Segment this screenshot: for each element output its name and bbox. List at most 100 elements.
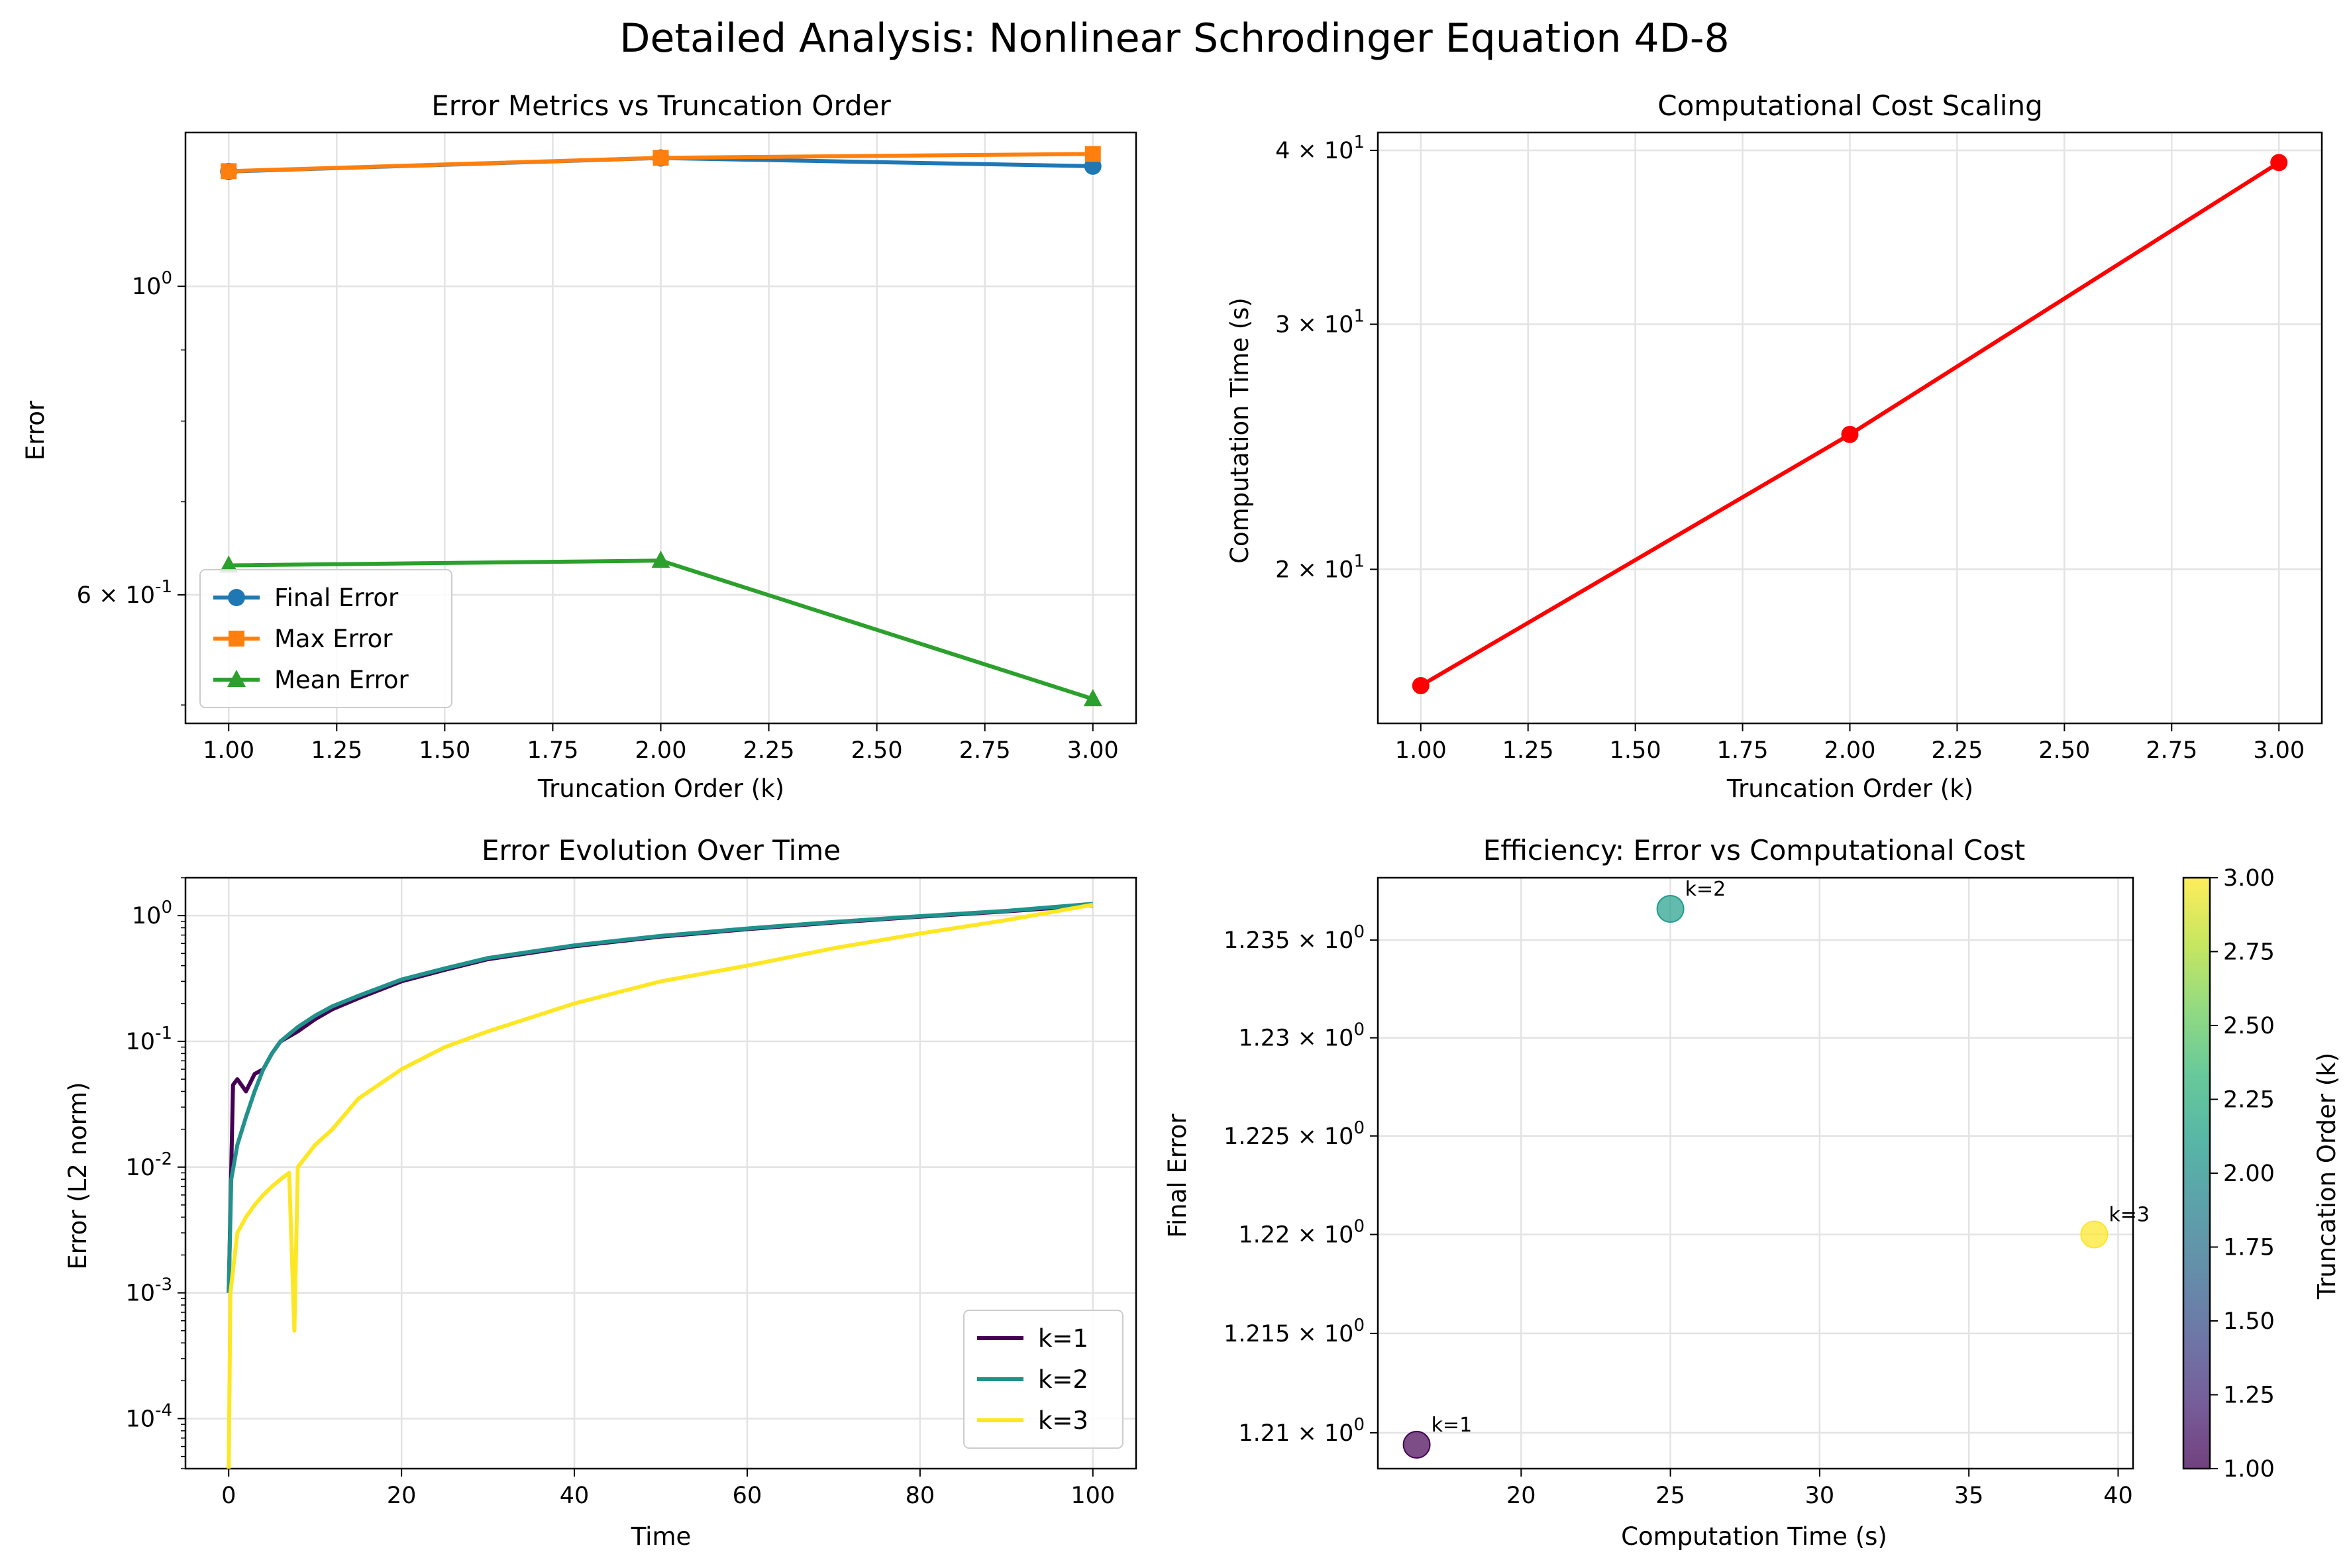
y-tick-label: 3 × 101	[1275, 306, 1365, 338]
y-axis-label: Final Error	[1163, 1114, 1192, 1238]
y-tick-label: 10-1	[126, 1023, 172, 1055]
legend-label: Mean Error	[274, 666, 409, 694]
subplot-title: Efficiency: Error vs Computational Cost	[1483, 834, 2026, 866]
subplot-title: Error Metrics vs Truncation Order	[431, 89, 891, 122]
figure-suptitle: Detailed Analysis: Nonlinear Schrodinger…	[619, 15, 1729, 62]
x-axis-label: Time	[631, 1522, 692, 1551]
y-tick-label: 10-2	[126, 1149, 172, 1181]
data-point	[219, 555, 238, 573]
x-tick-label: 2.50	[851, 737, 903, 764]
y-tick-label: 2 × 101	[1275, 551, 1365, 583]
plot-cost-scaling: 1.00 1.25 1.50 1.75 2.00 2.25 2.50 2.75 3.00 4 × …	[1275, 131, 2323, 764]
x-tick-label: 2.50	[2038, 737, 2090, 764]
x-tick-label: 2.75	[959, 737, 1011, 764]
subplot-title: Error Evolution Over Time	[482, 834, 841, 866]
y-tick-label: 100	[132, 898, 172, 929]
y-tick-label: 100	[132, 268, 172, 300]
axes-frame	[184, 131, 1137, 725]
y-tick-label: 1.22 × 100	[1238, 1217, 1365, 1249]
legend-label: Final Error	[274, 584, 399, 612]
x-axis-label: Truncation Order (k)	[1726, 774, 1973, 803]
x-tick-label: 1.25	[311, 737, 362, 764]
x-tick-label: 1.75	[1717, 737, 1769, 764]
x-tick-label: 1.75	[527, 737, 578, 764]
colorbar-tick-label: 2.00	[2223, 1161, 2275, 1187]
x-tick-label: 0	[221, 1483, 236, 1509]
data-point	[651, 550, 670, 568]
x-tick-label: 100	[1070, 1483, 1115, 1509]
colorbar-tick-label: 2.75	[2223, 939, 2275, 966]
x-tick-label: 2.00	[635, 737, 687, 764]
plot-error-metrics: 1.00 1.25 1.50 1.75 2.00 2.25 2.50 2.75 3.00 100 6…	[77, 131, 1137, 764]
colorbar-tick-label: 1.50	[2223, 1308, 2275, 1335]
y-tick-label: 6 × 10-1	[77, 577, 172, 609]
point-annotation: k=3	[2109, 1204, 2150, 1227]
data-point	[1412, 676, 1430, 694]
x-tick-label: 1.00	[1395, 737, 1447, 764]
x-axis-label: Truncation Order (k)	[537, 774, 784, 803]
x-tick-label: 1.00	[203, 737, 254, 764]
data-point	[1083, 689, 1102, 707]
plot-error-evolution: 0 20 40 60 80 100 100 10-1 10-2 10-3 10-4 k=1 k=2 k=3	[126, 876, 1137, 1509]
colorbar-tick-label: 3.00	[2223, 865, 2275, 892]
plot-efficiency: 20 25 30 35 40 1.235 × 100 1.23 × 100 1.225 × 1…	[1224, 865, 2275, 1509]
x-tick-label: 3.00	[2253, 737, 2305, 764]
x-tick-label: 25	[1655, 1483, 1685, 1509]
y-tick-label: 1.23 × 100	[1238, 1020, 1365, 1052]
x-tick-label: 2.25	[1931, 737, 1983, 764]
data-point	[2270, 154, 2288, 172]
axes-frame	[184, 876, 1137, 1470]
x-tick-label: 40	[560, 1483, 590, 1509]
y-tick-label: 4 × 101	[1275, 132, 1365, 164]
series-line	[227, 902, 1094, 1469]
data-point	[1084, 146, 1101, 162]
subplot-error-evolution: Error Evolution Over Time Time Error (L2…	[64, 834, 841, 1551]
x-tick-label: 1.50	[419, 737, 470, 764]
subplot-title: Computational Cost Scaling	[1657, 89, 2042, 122]
x-tick-label: 20	[387, 1483, 417, 1509]
y-tick-label: 1.225 × 100	[1224, 1118, 1365, 1150]
x-tick-label: 2.75	[2146, 737, 2197, 764]
colorbar-tick-label: 1.75	[2223, 1235, 2275, 1261]
legend-label: Max Error	[274, 625, 393, 653]
subplot-efficiency: Efficiency: Error vs Computational Cost …	[1163, 834, 2341, 1551]
x-tick-label: 2.00	[1824, 737, 1876, 764]
subplot-error-metrics: Error Metrics vs Truncation Order Trunca…	[21, 89, 892, 803]
scatter-point	[2080, 1220, 2109, 1249]
x-tick-label: 80	[906, 1483, 935, 1509]
axes-frame	[1377, 131, 2323, 725]
x-tick-label: 35	[1954, 1483, 1984, 1509]
legend-box	[199, 569, 452, 708]
point-annotation: k=2	[1685, 878, 1726, 901]
scatter-point	[1656, 895, 1685, 923]
y-tick-label: 1.235 × 100	[1224, 922, 1365, 954]
x-tick-label: 60	[733, 1483, 762, 1509]
series-line	[227, 902, 1094, 1293]
y-tick-label: 10-4	[126, 1400, 172, 1432]
point-annotation: k=1	[1432, 1414, 1473, 1437]
colorbar-tick-label: 2.50	[2223, 1013, 2275, 1039]
scatter-point	[1402, 1430, 1431, 1459]
colorbar-tick-label: 1.25	[2223, 1383, 2275, 1409]
y-axis-label: Error	[21, 400, 50, 460]
y-tick-label: 1.21 × 100	[1238, 1415, 1365, 1447]
legend-box	[963, 1310, 1123, 1449]
axes-frame	[1377, 876, 2134, 1470]
x-tick-label: 3.00	[1067, 737, 1119, 764]
x-tick-label: 20	[1506, 1483, 1536, 1509]
legend-marker	[229, 631, 244, 647]
y-tick-label: 1.215 × 100	[1224, 1316, 1365, 1347]
y-axis-label: Computation Time (s)	[1226, 297, 1254, 564]
x-tick-label: 1.50	[1610, 737, 1661, 764]
colorbar-label: Truncation Order (k)	[2313, 1053, 2341, 1300]
legend-marker	[228, 589, 245, 606]
legend-label: k=1	[1038, 1324, 1088, 1353]
legend-marker	[227, 670, 246, 687]
y-tick-label: 10-3	[126, 1275, 172, 1307]
colorbar	[2182, 876, 2211, 1470]
x-tick-label: 1.25	[1502, 737, 1554, 764]
x-axis-label: Computation Time (s)	[1621, 1522, 1887, 1551]
data-point	[652, 150, 669, 166]
x-tick-label: 30	[1805, 1483, 1835, 1509]
